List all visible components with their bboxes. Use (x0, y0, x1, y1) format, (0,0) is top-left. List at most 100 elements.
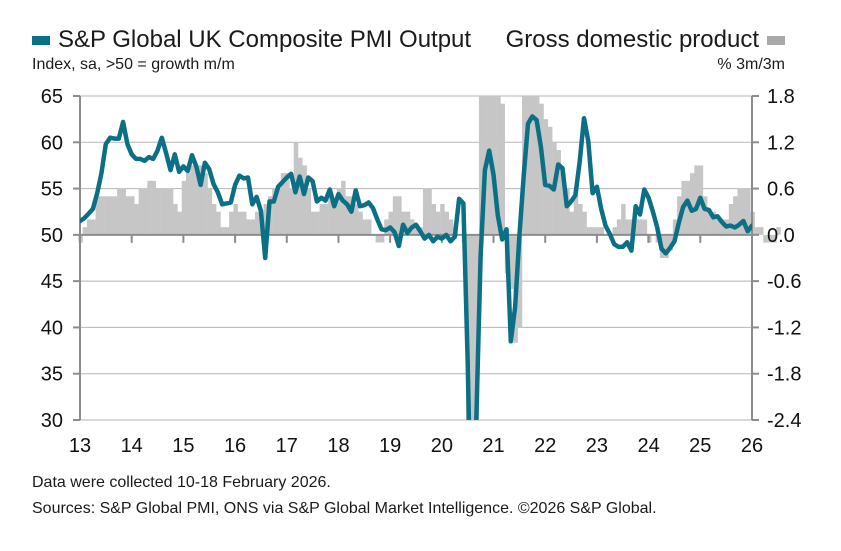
footnote-collection-date: Data were collected 10-18 February 2026. (32, 474, 331, 491)
x-axis-tick-label: 25 (689, 435, 711, 457)
gdp-bar (427, 188, 432, 235)
gdp-bar (323, 204, 329, 235)
gdp-bar (224, 227, 230, 235)
gdp-bar (341, 180, 346, 235)
left-axis-tick-label: 30 (41, 410, 63, 432)
gdp-bar (246, 219, 251, 235)
left-axis-unit-label: Index, sa, >50 = growth m/m (32, 56, 235, 73)
gdp-bar (237, 211, 243, 235)
gdp-bar (612, 227, 618, 235)
gdp-bar (763, 234, 768, 243)
gdp-bar (91, 219, 96, 235)
gdp-bar (405, 211, 411, 235)
gdp-bar (207, 188, 213, 235)
tick-labels: 65 60 55 50 45 40 35 30 1.8 1.2 0.6 0.0 -0.6 -1.2 -1.8… (41, 86, 802, 457)
gdp-bar (711, 211, 717, 235)
gdp-bar (634, 219, 639, 235)
right-axis-tick-label: 1.2 (767, 132, 795, 154)
gdp-bar (130, 196, 135, 235)
gdp-bar (125, 196, 131, 235)
gdp-bar (190, 165, 195, 235)
gdp-bar (142, 188, 148, 235)
gdp-bar (229, 211, 234, 235)
gdp-bar (397, 196, 402, 235)
gdp-bar (573, 188, 579, 235)
gdp-bar (569, 211, 574, 235)
gdp-bar (530, 96, 536, 235)
gdp-bar (590, 227, 596, 235)
gdp-bar (440, 204, 445, 235)
right-axis-tick-label: -1.2 (767, 317, 801, 339)
gdp-bar (746, 188, 751, 235)
x-axis-tick-label: 23 (586, 435, 608, 457)
gdp-bar (99, 196, 105, 235)
legend-pmi: S&P Global UK Composite PMI Output (32, 26, 471, 54)
gdp-bar (164, 188, 170, 235)
gdp-bar (366, 219, 372, 235)
right-axis-tick-label: -1.8 (767, 364, 801, 386)
gdp-bar (147, 180, 152, 235)
gdp-bar (422, 188, 428, 235)
gdp-bar (685, 180, 691, 235)
gdp-bar (758, 227, 764, 235)
gdp-bar (375, 234, 381, 243)
pmi-line (80, 114, 752, 420)
gdp-bar (198, 165, 204, 235)
x-axis-tick-label: 26 (741, 435, 763, 457)
gdp-bar (500, 103, 506, 235)
gdp-bar (560, 173, 566, 235)
gdp-bar (694, 165, 699, 235)
gdp-bar (595, 227, 600, 235)
gdp-bar (491, 96, 497, 235)
gdp-bar (349, 196, 355, 235)
left-axis-tick-label: 50 (41, 225, 63, 247)
right-axis-tick-label: 1.8 (767, 86, 795, 108)
gdp-bar (181, 180, 187, 235)
gdp-bar (707, 211, 712, 235)
gdp-bar (733, 196, 738, 235)
gdp-bar (328, 196, 333, 235)
gdp-bar (302, 165, 307, 235)
legend-pmi-swatch (32, 35, 50, 45)
gdp-bar (720, 219, 725, 235)
gdp-bar (233, 204, 238, 235)
gdp-bar (578, 204, 583, 235)
left-axis-tick-label: 60 (41, 132, 63, 154)
gdp-bar (298, 157, 303, 235)
gdp-bar (638, 219, 643, 235)
gdp-bar (771, 234, 777, 243)
gdp-bar (616, 219, 622, 235)
gdp-bar (121, 188, 126, 235)
gdp-bar (737, 188, 742, 235)
gdp-bar (276, 188, 282, 235)
gdp-bar (203, 173, 208, 235)
right-axis-tick-label: -0.6 (767, 271, 801, 293)
gdp-bar (117, 188, 122, 235)
gdp-bar (272, 188, 277, 235)
x-axis-tick-label: 24 (637, 435, 659, 457)
gdp-bar (621, 204, 626, 235)
pmi-line-group (80, 114, 752, 420)
gdp-bar (211, 204, 217, 235)
gdp-bar (263, 204, 269, 235)
right-axis-unit-label: % 3m/3m (717, 56, 785, 73)
gdp-bar (173, 204, 178, 235)
gdp-bar (82, 227, 88, 235)
gdp-bar (767, 234, 773, 243)
gdp-bar (362, 219, 368, 235)
gdp-bar (280, 173, 286, 235)
gdp-bar (509, 234, 514, 289)
gdp-bar (664, 234, 669, 258)
gdp-bar (306, 188, 312, 235)
right-axis-tick-label: 0.6 (767, 179, 795, 201)
gdp-bar (431, 204, 437, 235)
x-axis-tick-label: 18 (327, 435, 349, 457)
x-axis-tick-label: 21 (482, 435, 504, 457)
gdp-bar (599, 227, 605, 235)
gdp-bar (310, 211, 316, 235)
gdp-bar (250, 219, 256, 235)
gdp-bar (134, 204, 139, 235)
legend-pmi-label: S&P Global UK Composite PMI Output (58, 26, 472, 53)
gdp-bar (478, 96, 484, 235)
